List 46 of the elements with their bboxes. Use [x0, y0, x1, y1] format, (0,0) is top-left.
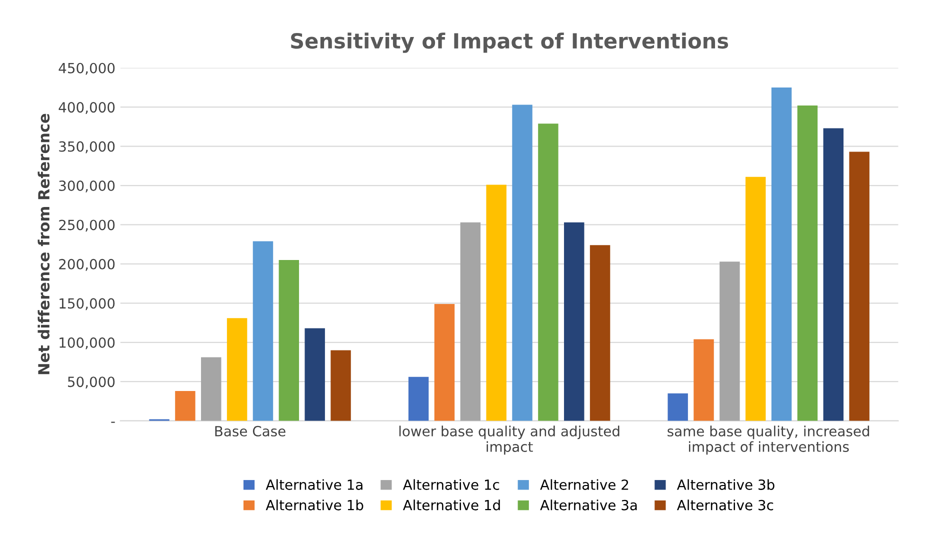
- y-tick-label: 50,000: [68, 376, 115, 388]
- legend-label: Alternative 1a: [266, 479, 362, 490]
- y-axis-title: Net difference from Reference: [38, 114, 50, 374]
- legend-label: Alternative 2: [540, 479, 628, 490]
- chart-title: Sensitivity of Impact of Interventions: [291, 32, 728, 53]
- bar: [720, 262, 740, 421]
- x-tick-label: Base Case: [215, 426, 286, 436]
- y-tick-label: 250,000: [59, 220, 115, 232]
- bar: [226, 318, 248, 421]
- bar: [434, 304, 455, 421]
- bar: [175, 391, 196, 421]
- legend-label: Alternative 1d: [402, 500, 500, 510]
- bar: [278, 260, 300, 421]
- legend-label: Alternative 3c: [676, 500, 774, 510]
- bar: [252, 241, 274, 421]
- legend-label: Alternative 1b: [266, 500, 364, 510]
- bar: [486, 184, 506, 421]
- bar: [460, 222, 481, 421]
- bar: [330, 350, 351, 421]
- bar: [849, 152, 870, 421]
- bar: [590, 245, 610, 421]
- bar: [746, 176, 766, 421]
- y-tick-label: -: [111, 422, 115, 423]
- legend-label: Alternative 1c: [402, 479, 500, 490]
- bar: [538, 124, 558, 421]
- y-tick-label: 200,000: [59, 258, 115, 271]
- y-tick-label: 100,000: [60, 337, 115, 350]
- bar: [694, 339, 714, 421]
- bar: [201, 357, 222, 421]
- bar: [512, 104, 532, 421]
- legend-label: Alternative 3a: [540, 500, 637, 510]
- bar: [797, 106, 818, 421]
- x-tick-label: lower base quality and adjusted impact: [399, 426, 620, 455]
- y-tick-label: 150,000: [60, 298, 115, 310]
- bar: [408, 376, 429, 421]
- legend-label: Alternative 3b: [676, 479, 774, 490]
- bar: [304, 328, 325, 421]
- bar: [823, 128, 844, 421]
- x-tick-label: same base quality, increased impact of interventions: [668, 426, 870, 455]
- y-tick-label: 400,000: [58, 102, 115, 114]
- y-tick-label: 350,000: [59, 141, 115, 154]
- bar: [771, 87, 792, 421]
- y-tick-label: 300,000: [59, 180, 115, 192]
- y-tick-label: 450,000: [58, 62, 115, 75]
- bar: [668, 393, 688, 421]
- bar: [564, 222, 584, 421]
